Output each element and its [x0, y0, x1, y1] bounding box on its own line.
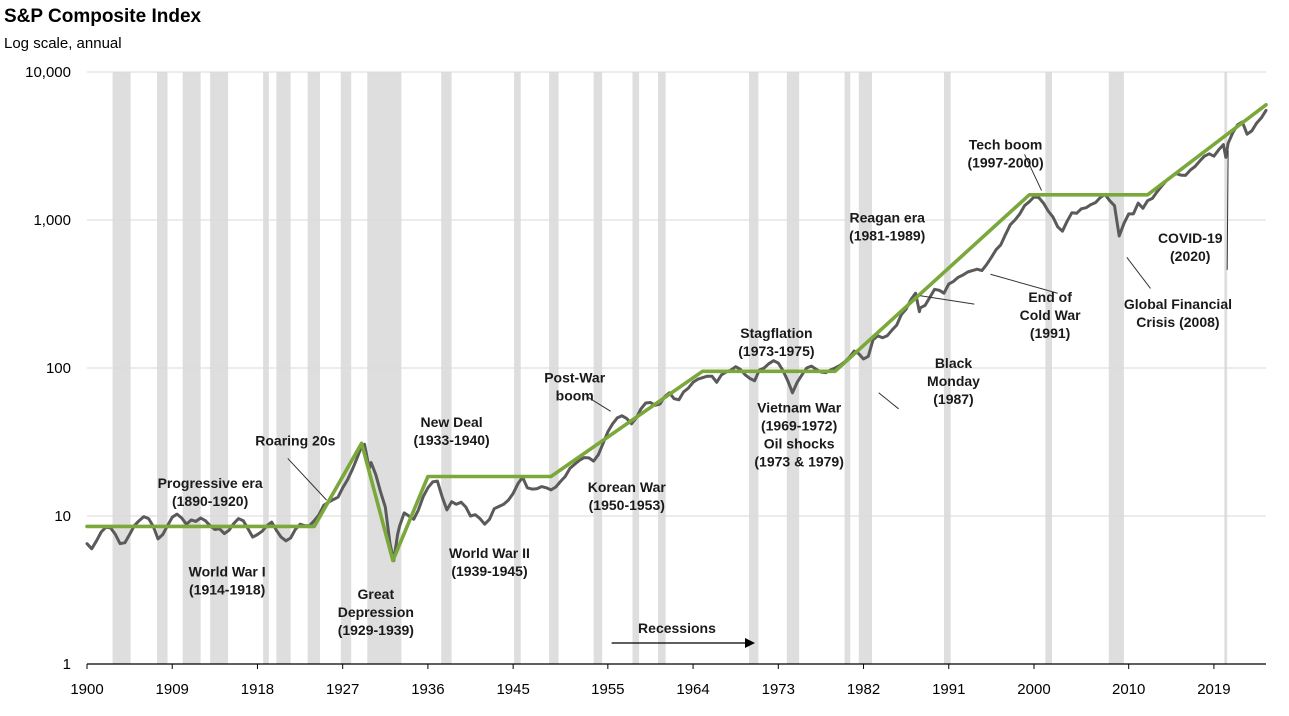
annotation-line: Post-War: [544, 369, 605, 385]
annotation-line: (1929-1939): [338, 622, 414, 638]
x-tick-label: 1955: [591, 681, 624, 698]
x-tick-label: 1918: [241, 681, 274, 698]
annotation-line: Progressive era: [158, 475, 263, 491]
chart-title: S&P Composite Index: [4, 6, 202, 27]
x-tick-label: 1936: [411, 681, 444, 698]
annotation-line: (1973 & 1979): [754, 454, 844, 470]
leader-line-5: [1024, 154, 1043, 191]
annotation-line: Cold War: [1020, 307, 1081, 323]
annotation-7: Korean War (1950-1953): [588, 479, 667, 513]
x-tick-label: 1973: [762, 681, 795, 698]
annotation-line: (1969-1972): [761, 418, 837, 434]
y-tick-label: 100: [46, 360, 71, 377]
annotation-line: COVID-19: [1158, 230, 1223, 246]
annotation-15: COVID-19 (2020): [1158, 230, 1223, 264]
gridlines: [87, 71, 1266, 517]
annotation-line: (1950-1953): [589, 497, 665, 513]
y-tick-label: 1: [63, 656, 71, 673]
x-tick-label: 1945: [496, 681, 529, 698]
trend-line: [85, 103, 1268, 563]
annotation-3: Great Depression (1929-1939): [338, 586, 414, 638]
x-axis-tick-labels: 1900 1909 1918 1927 1936 1945 1955 1964 1973 1982…: [70, 664, 1231, 698]
annotation-line: (1914-1918): [189, 582, 265, 598]
annotation-line: (1981-1989): [849, 228, 925, 244]
annotation-line: New Deal: [420, 414, 482, 430]
recessions-arrow: [611, 637, 755, 648]
chart-subtitle: Log scale, annual: [4, 35, 122, 52]
x-tick-label: 1964: [676, 681, 709, 698]
annotations: Progressive era (1890-1920) Roaring 20s Wor…: [158, 136, 1232, 638]
annotation-leader-lines: [287, 150, 1229, 501]
annotation-12: Tech boom (1997-2000): [967, 136, 1043, 170]
annotation-line: (1939-1945): [451, 563, 527, 579]
annotation-line: Great: [358, 586, 395, 602]
annotation-line: (1987): [933, 391, 973, 407]
annotation-line: Roaring 20s: [255, 432, 335, 448]
x-tick-label: 2019: [1197, 681, 1230, 698]
annotation-line: World War I: [189, 564, 266, 580]
y-tick-label: 10: [54, 508, 71, 525]
annotation-line: Crisis (2008): [1136, 314, 1219, 330]
annotation-9: Vietnam War (1969-1972) Oil shocks (1973 & …: [754, 400, 844, 470]
annotation-16: Recessions: [638, 620, 716, 636]
annotation-line: (1991): [1030, 325, 1070, 341]
y-axis-tick-labels: 1 10 100 1,000 10,000: [25, 64, 71, 673]
x-tick-label: 1927: [326, 681, 359, 698]
annotation-line: Oil shocks: [764, 436, 835, 452]
annotation-line: (2020): [1170, 248, 1210, 264]
y-tick-label: 1,000: [33, 212, 71, 229]
x-tick-label: 1909: [156, 681, 189, 698]
x-tick-label: 2000: [1017, 681, 1050, 698]
leader-line-4: [990, 273, 1058, 294]
annotation-11: Black Monday (1987): [927, 355, 980, 407]
annotation-8: Stagflation (1973-1975): [738, 325, 814, 359]
annotation-line: Monday: [927, 373, 980, 389]
annotation-line: Recessions: [638, 620, 716, 636]
leader-line-1: [586, 396, 611, 412]
leader-line-7: [1226, 150, 1229, 270]
x-tick-label: 1982: [847, 681, 880, 698]
annotation-1: Roaring 20s: [255, 432, 335, 448]
arrow-head: [744, 637, 755, 648]
leader-line-2: [878, 392, 899, 410]
annotation-line: boom: [556, 387, 594, 403]
annotation-line: Black: [935, 355, 973, 371]
annotation-line: (1997-2000): [967, 154, 1043, 170]
y-tick-label: 10,000: [25, 64, 71, 81]
annotation-13: End of Cold War (1991): [1020, 289, 1081, 341]
annotation-line: (1933-1940): [413, 432, 489, 448]
annotation-14: Global Financial Crisis (2008): [1124, 296, 1232, 330]
x-tick-label: 1900: [70, 681, 103, 698]
annotation-line: World War II: [449, 545, 530, 561]
annotation-4: New Deal (1933-1940): [413, 414, 489, 448]
series-lines: [85, 103, 1268, 563]
annotation-line: Reagan era: [849, 210, 925, 226]
leader-line-6: [1126, 256, 1151, 289]
annotation-line: Stagflation: [740, 325, 812, 341]
annotation-line: End of: [1028, 289, 1072, 305]
annotation-line: Depression: [338, 604, 414, 620]
annotation-line: Global Financial: [1124, 296, 1232, 312]
annotation-2: World War I (1914-1918): [189, 564, 266, 598]
annotation-line: Korean War: [588, 479, 667, 495]
annotation-line: Tech boom: [969, 136, 1043, 152]
annotation-6: Post-War boom: [544, 369, 605, 403]
x-tick-label: 1991: [932, 681, 965, 698]
annotation-0: Progressive era (1890-1920): [158, 475, 263, 509]
leader-line-3: [920, 295, 975, 305]
annotation-line: (1973-1975): [738, 343, 814, 359]
x-tick-label: 2010: [1112, 681, 1145, 698]
index-line: [85, 108, 1268, 563]
annotation-line: Vietnam War: [757, 400, 842, 416]
annotation-10: Reagan era (1981-1989): [849, 210, 925, 244]
annotation-5: World War II (1939-1945): [449, 545, 530, 579]
annotation-line: (1890-1920): [172, 493, 248, 509]
leader-line-0: [287, 458, 327, 501]
